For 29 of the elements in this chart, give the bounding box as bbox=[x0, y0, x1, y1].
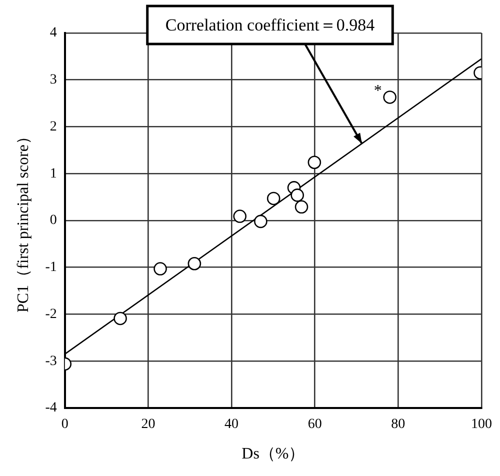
y-tick-label: -3 bbox=[45, 354, 57, 369]
x-tick-label: 60 bbox=[308, 417, 322, 432]
y-tick-label: 2 bbox=[50, 119, 57, 134]
point bbox=[154, 262, 167, 276]
y-tick-label: -2 bbox=[45, 306, 57, 322]
point bbox=[266, 192, 280, 206]
x-tick-label: 100 bbox=[471, 417, 492, 432]
point bbox=[114, 312, 127, 326]
point bbox=[308, 156, 322, 170]
y-tick-label: 3 bbox=[50, 72, 57, 88]
point bbox=[294, 200, 308, 214]
point bbox=[233, 210, 246, 223]
annotation: * bbox=[374, 82, 382, 100]
x-tick-label: 40 bbox=[224, 417, 239, 432]
point bbox=[290, 188, 304, 202]
y-tick-label: 4 bbox=[50, 26, 57, 41]
y-tick-label: 1 bbox=[50, 166, 57, 182]
x-tick-label: 20 bbox=[141, 417, 156, 432]
annotation: Correlation coefficient＝0.984 bbox=[165, 15, 376, 34]
y-tick-label: -1 bbox=[45, 260, 57, 276]
point bbox=[254, 214, 268, 228]
x-tick-label: 80 bbox=[391, 417, 406, 432]
y-tick-label: -4 bbox=[45, 400, 57, 416]
point bbox=[383, 90, 396, 104]
y-tick-label: 0 bbox=[50, 213, 57, 228]
point bbox=[188, 256, 202, 270]
x-tick-label: 0 bbox=[61, 417, 68, 432]
y-axis-title: PC1（first principal score） bbox=[14, 128, 32, 312]
x-axis-title: Ds（%） bbox=[242, 446, 305, 463]
